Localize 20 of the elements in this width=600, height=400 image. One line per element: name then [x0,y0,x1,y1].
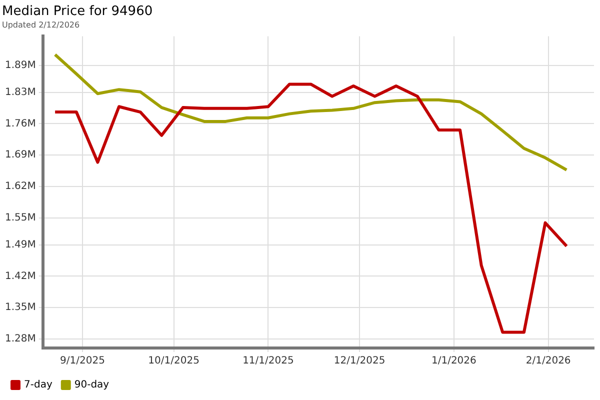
x-tick-label: 12/1/2025 [334,356,386,367]
y-tick-label: 1.76M [4,118,36,130]
legend-label: 90-day [74,380,110,391]
chart-title: Median Price for 94960 [2,4,153,20]
x-tick-label: 1/1/2026 [431,356,476,367]
y-tick-label: 1.69M [4,150,36,161]
chart-subtitle: Updated 2/12/2026 [2,20,80,30]
x-tick-label: 10/1/2025 [148,356,200,367]
y-tick-label: 1.55M [4,212,36,224]
legend-label: 7-day [24,380,52,391]
y-tick-label: 1.42M [4,270,36,282]
x-tick-label: 11/1/2025 [242,356,294,367]
x-tick-label: 9/1/2025 [60,356,105,367]
x-tick-label: 2/1/2026 [526,356,571,367]
y-tick-label: 1.28M [4,334,36,345]
y-tick-label: 1.62M [4,181,36,192]
y-tick-label: 1.49M [4,239,36,250]
y-tick-label: 1.83M [4,86,36,98]
y-tick-label: 1.89M [4,60,36,71]
y-tick-label: 1.35M [4,302,36,314]
